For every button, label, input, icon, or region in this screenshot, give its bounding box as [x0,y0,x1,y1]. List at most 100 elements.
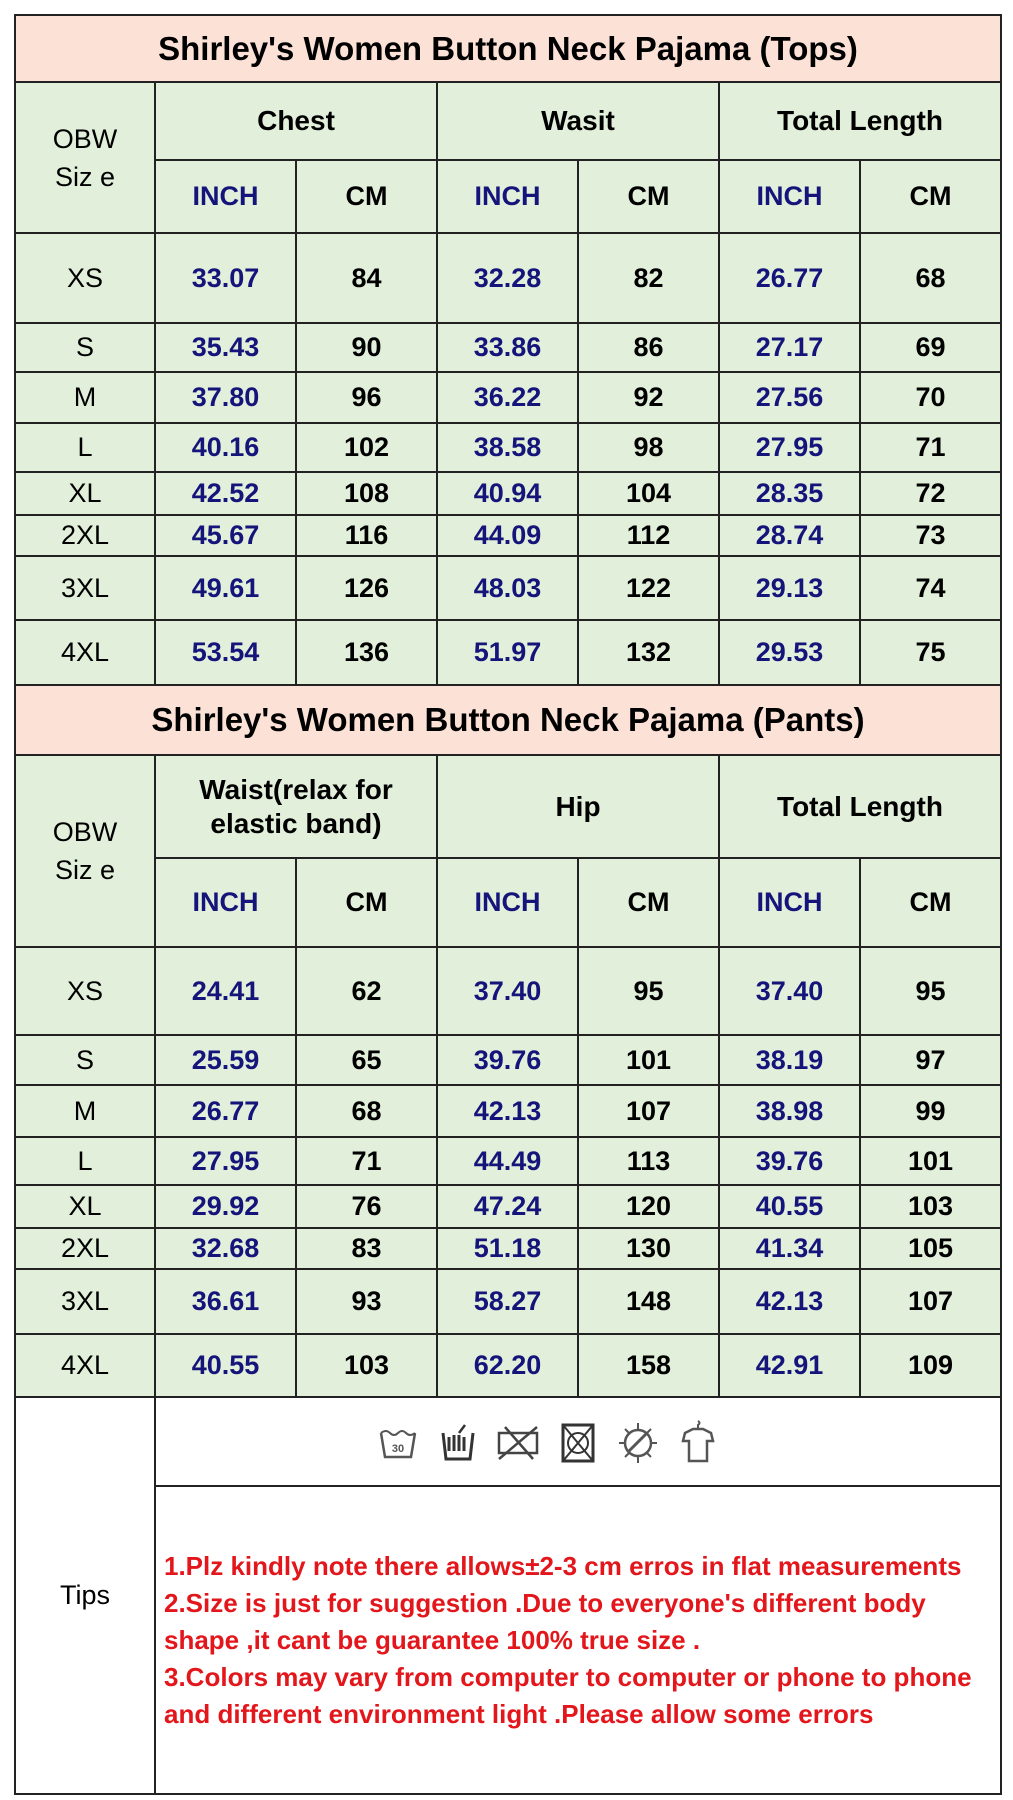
value-cell: 49.61 [154,555,297,621]
value-cell: 101 [859,1136,1002,1186]
value-cell: 37.40 [436,946,579,1036]
value-cell: 72 [859,471,1002,516]
unit-header: CM [295,857,438,948]
size-cell: 4XL [14,1333,156,1398]
value-cell: 92 [577,371,720,424]
group-header: Total Length [718,81,1002,161]
size-header-line: OBW [52,123,118,154]
table-row: XS 24.41 62 37.40 95 37.40 95 [14,946,1002,1036]
value-cell: 29.13 [718,555,861,621]
value-cell: 51.97 [436,619,579,686]
value-cell: 40.55 [718,1184,861,1229]
unit-header: CM [577,857,720,948]
group-header-row: OBW Siz e Waist(relax for elastic band) Hip… [14,754,1002,948]
tip-line: 2.Size is just for suggestion .Due to ev… [164,1587,926,1655]
do-not-bleach-icon [497,1425,539,1460]
value-cell: 58.27 [436,1268,579,1335]
unit-header: INCH [436,857,579,948]
value-cell: 25.59 [154,1034,297,1086]
size-cell: L [14,1136,156,1186]
table-row: XL 29.92 76 47.24 120 40.55 103 [14,1184,1002,1229]
value-cell: 83 [295,1227,438,1270]
value-cell: 35.43 [154,322,297,373]
value-cell: 101 [577,1034,720,1086]
value-cell: 40.55 [154,1333,297,1398]
value-cell: 33.86 [436,322,579,373]
group-header: Chest [154,81,438,161]
group-header: Hip [436,754,720,859]
value-cell: 62.20 [436,1333,579,1398]
size-cell: M [14,1084,156,1138]
value-cell: 39.76 [718,1136,861,1186]
value-cell: 103 [859,1184,1002,1229]
section-title-row: Shirley's Women Button Neck Pajama (Tops… [14,14,1002,83]
value-cell: 99 [859,1084,1002,1138]
size-header-line: Siz e [54,161,116,192]
value-cell: 82 [577,232,720,324]
value-cell: 103 [295,1333,438,1398]
value-cell: 69 [859,322,1002,373]
value-cell: 148 [577,1268,720,1335]
value-cell: 104 [577,471,720,516]
value-cell: 107 [859,1268,1002,1335]
value-cell: 29.53 [718,619,861,686]
value-cell: 95 [859,946,1002,1036]
unit-header: INCH [718,159,861,234]
tip-line: 3.Colors may vary from computer to compu… [164,1661,972,1729]
unit-header: CM [859,857,1002,948]
do-not-iron-icon [619,1422,657,1463]
value-cell: 75 [859,619,1002,686]
value-cell: 65 [295,1034,438,1086]
unit-header: INCH [436,159,579,234]
size-cell: 2XL [14,514,156,557]
value-cell: 71 [295,1136,438,1186]
value-cell: 38.98 [718,1084,861,1138]
unit-header: CM [295,159,438,234]
unit-header-row: INCH CM INCH CM INCH CM [15,857,1002,948]
value-cell: 26.77 [718,232,861,324]
tips-row: 1.Plz kindly note there allows±2-3 cm er… [15,1485,1002,1795]
value-cell: 68 [859,232,1002,324]
size-cell: S [14,1034,156,1086]
value-cell: 96 [295,371,438,424]
value-cell: 27.95 [154,1136,297,1186]
value-cell: 158 [577,1333,720,1398]
size-cell: XL [14,1184,156,1229]
size-cell: 2XL [14,1227,156,1270]
value-cell: 136 [295,619,438,686]
value-cell: 112 [577,514,720,557]
tumble-dry-icon [561,1423,595,1462]
value-cell: 40.94 [436,471,579,516]
care-icons-cell: 30 [154,1396,1002,1487]
size-cell: S [14,322,156,373]
value-cell: 71 [859,422,1002,473]
value-cell: 90 [295,322,438,373]
value-cell: 84 [295,232,438,324]
value-cell: 42.13 [436,1084,579,1138]
value-cell: 42.52 [154,471,297,516]
value-cell: 74 [859,555,1002,621]
value-cell: 26.77 [154,1084,297,1138]
table-row: S 25.59 65 39.76 101 38.19 97 [14,1034,1002,1086]
value-cell: 44.09 [436,514,579,557]
value-cell: 37.80 [154,371,297,424]
value-cell: 28.74 [718,514,861,557]
value-cell: 108 [295,471,438,516]
group-header: Total Length [718,754,1002,859]
value-cell: 120 [577,1184,720,1229]
size-cell: L [14,422,156,473]
size-header: OBW Siz e [14,754,156,948]
table-row: 3XL 49.61 126 48.03 122 29.13 74 [14,555,1002,621]
size-cell: XL [14,471,156,516]
value-cell: 27.17 [718,322,861,373]
value-cell: 105 [859,1227,1002,1270]
size-cell: XS [14,946,156,1036]
value-cell: 51.18 [436,1227,579,1270]
tips-text: 1.Plz kindly note there allows±2-3 cm er… [154,1485,1002,1795]
value-cell: 41.34 [718,1227,861,1270]
tips-label: Tips [14,1396,156,1795]
table-row: M 37.80 96 36.22 92 27.56 70 [14,371,1002,424]
size-header-line: Siz e [54,855,116,885]
care-icons-row: Tips 30 [14,1396,1002,1795]
table-row: 4XL 40.55 103 62.20 158 42.91 109 [14,1333,1002,1398]
